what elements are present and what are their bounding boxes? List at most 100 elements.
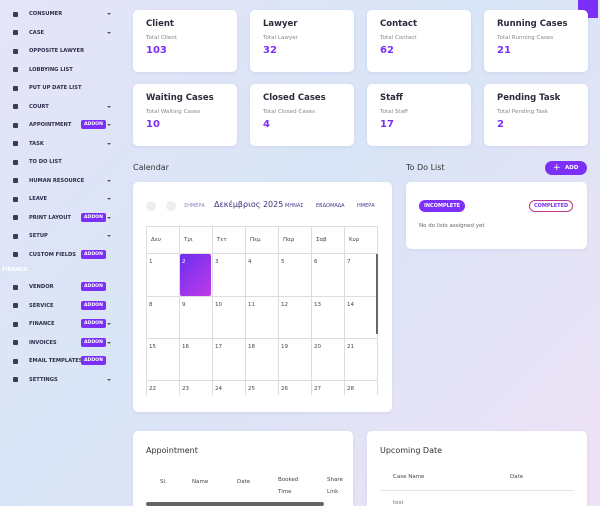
weekday: Κυρ — [349, 237, 360, 243]
menu-icon — [13, 48, 18, 54]
table-divider — [380, 490, 574, 491]
stat-title: Contact — [380, 19, 418, 29]
menu-label[interactable]: INVOICES — [29, 339, 57, 346]
stat-title: Lawyer — [263, 19, 298, 29]
date-number: 28 — [347, 386, 354, 392]
date-number: 11 — [248, 302, 255, 308]
today-button[interactable]: ΣΗΜΕΡΑ — [184, 203, 205, 209]
menu-label[interactable]: SETUP — [29, 233, 48, 239]
menu-icon — [13, 233, 18, 239]
table-cell: test — [393, 500, 404, 506]
stat-value: 103 — [146, 45, 167, 56]
date-number: 3 — [215, 259, 219, 265]
grid-col-line — [212, 226, 213, 395]
stat-title: Pending Task — [497, 93, 561, 103]
menu-label[interactable]: CUSTOM FIELDS — [29, 251, 77, 258]
date-number: 13 — [314, 302, 321, 308]
menu-label[interactable]: CASE — [29, 29, 45, 36]
menu-label[interactable]: COURT — [29, 103, 49, 110]
date-number: 4 — [248, 259, 252, 265]
grid-col-line — [278, 226, 279, 395]
next-button[interactable] — [166, 201, 176, 211]
menu-badge: ADDON — [81, 282, 106, 291]
table-header: Case Name — [393, 474, 425, 480]
add-label[interactable]: ADD — [565, 165, 579, 171]
date-number: 12 — [281, 302, 288, 308]
today-highlight — [180, 254, 211, 296]
stat-title: Waiting Cases — [146, 93, 214, 103]
stat-card — [484, 10, 588, 72]
table-header: Share Link — [327, 477, 343, 495]
menu-icon — [13, 303, 18, 308]
menu-label[interactable]: VENDOR — [29, 284, 54, 290]
todo-title: To Do List — [406, 163, 445, 172]
date-number: 26 — [281, 386, 288, 392]
menu-icon — [13, 284, 18, 290]
menu-label[interactable]: SETTINGS — [29, 376, 58, 383]
menu-label[interactable]: LEAVE — [29, 196, 48, 202]
menu-label[interactable]: APPOINTMENT — [29, 122, 72, 128]
grid-row-line — [146, 296, 377, 297]
add-button[interactable] — [545, 161, 587, 175]
menu-icon — [13, 141, 18, 146]
appointment-card — [133, 431, 353, 506]
menu-label[interactable]: PUT UP DATE LIST — [29, 85, 82, 91]
menu-label[interactable]: HUMAN RESOURCE — [29, 177, 85, 184]
submenu-arrow — [107, 13, 111, 15]
stat-title: Client — [146, 19, 174, 29]
menu-label[interactable]: TO DO LIST — [29, 159, 62, 165]
submenu-arrow — [107, 124, 111, 126]
menu-badge: ADDON — [81, 300, 106, 310]
view-button[interactable]: ΜΗΝΑΣ — [285, 203, 304, 209]
menu-label[interactable]: PRINT LAYOUT — [29, 214, 71, 221]
grid-row-line — [146, 380, 377, 381]
menu-label[interactable]: LOBBYING LIST — [29, 66, 73, 73]
menu-icon — [13, 321, 18, 327]
date-number: 19 — [281, 344, 288, 350]
date-number: 17 — [215, 344, 222, 350]
menu-label[interactable]: EMAIL TEMPLATES — [29, 358, 83, 364]
menu-icon — [13, 85, 18, 91]
submenu-arrow — [107, 216, 111, 219]
tab-incomplete[interactable]: INCOMPLETE — [419, 200, 466, 212]
stat-value: 10 — [146, 119, 160, 130]
weekday: Σαβ — [316, 237, 327, 243]
menu-badge: ADDON — [81, 319, 106, 328]
stat-value: 17 — [380, 119, 394, 130]
calendar-grid — [146, 226, 378, 396]
stat-subtitle: Total Running Cases — [497, 35, 554, 41]
submenu-arrow — [107, 323, 111, 325]
submenu-arrow — [107, 235, 111, 237]
menu-label[interactable]: CONSUMER — [29, 11, 63, 17]
section-label: FINANCE — [2, 267, 28, 273]
menu-icon — [13, 358, 18, 364]
table-header: Name — [192, 479, 209, 485]
stat-subtitle: Total Staff — [380, 109, 408, 115]
menu-icon — [13, 122, 18, 128]
date-number: 6 — [314, 259, 318, 265]
menu-label[interactable]: FINANCE — [29, 321, 55, 327]
menu-icon — [13, 215, 18, 220]
table-scrollbar — [146, 502, 324, 506]
date-number: 5 — [281, 259, 285, 265]
menu-label[interactable]: OPPOSITE LAWYER — [29, 48, 85, 54]
menu-icon — [13, 11, 18, 17]
date-number: 1 — [149, 259, 153, 265]
grid-col-line — [179, 226, 180, 395]
submenu-arrow — [107, 142, 111, 145]
table-header: Date — [237, 479, 251, 485]
date-number: 14 — [347, 302, 354, 308]
tab-completed[interactable]: COMPLETED — [529, 200, 574, 212]
menu-label[interactable]: TASK — [29, 140, 44, 147]
stat-subtitle: Total Closed Cases — [263, 109, 316, 115]
view-button[interactable]: ΕΒΔΟΜΑΔΑ — [316, 203, 345, 209]
prev-button[interactable] — [146, 201, 156, 211]
view-button[interactable]: ΗΜΕΡΑ — [357, 203, 375, 209]
stat-value: 21 — [497, 45, 511, 56]
stat-subtitle: Total Pending Task — [497, 109, 549, 115]
menu-label[interactable]: SERVICE — [29, 302, 54, 309]
calendar-scrollbar — [376, 254, 378, 334]
calendar-title: Calendar — [133, 163, 169, 172]
date-number: 23 — [182, 386, 189, 392]
menu-icon — [13, 377, 18, 382]
